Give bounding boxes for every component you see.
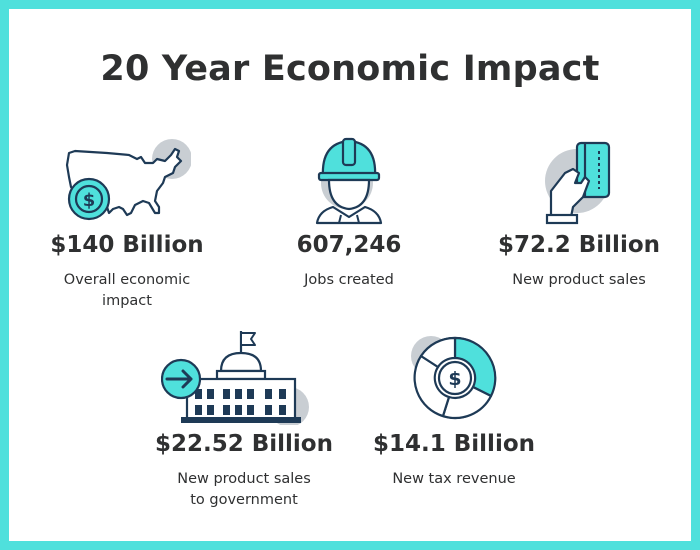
- stat-label: Overall economic impact: [39, 270, 215, 312]
- stat-new-tax-revenue: $ $14.1 Billion New tax revenue: [369, 334, 539, 504]
- stat-government-sales: $22.52 Billion New product sales to gove…: [149, 329, 339, 519]
- stat-label-line: New product sales: [512, 272, 646, 288]
- stat-value: $22.52 Billion: [154, 431, 333, 457]
- svg-text:$: $: [83, 190, 96, 211]
- dollar-pie-chart-icon: $: [407, 334, 499, 420]
- stat-value: $140 Billion: [50, 232, 204, 258]
- stat-label-line: impact: [102, 293, 152, 309]
- hand-credit-card-icon: [537, 137, 627, 225]
- stat-new-product-sales: $72.2 Billion New product sales: [479, 137, 679, 297]
- stat-value: $72.2 Billion: [498, 232, 660, 258]
- stat-overall-economic-impact: $ $140 Billion Overall economic impact: [39, 137, 215, 315]
- svg-text:$: $: [448, 368, 461, 390]
- page-title: 20 Year Economic Impact: [100, 49, 600, 89]
- stat-value: 607,246: [296, 232, 402, 258]
- hard-hat-worker-icon: [313, 137, 385, 225]
- stat-label: New product sales: [479, 270, 679, 291]
- stat-label-line: Jobs created: [304, 272, 394, 288]
- usa-map-dollar-icon: $: [61, 137, 191, 227]
- stat-value: $14.1 Billion: [373, 431, 535, 457]
- stat-label: New tax revenue: [369, 469, 539, 490]
- stat-label: New product sales to government: [149, 469, 339, 511]
- stat-label-line: New product sales: [177, 471, 311, 487]
- stat-label-line: Overall economic: [63, 272, 191, 288]
- government-building-icon: [161, 329, 311, 425]
- stat-jobs-created: 607,246 Jobs created: [259, 137, 439, 297]
- stat-label-line: New tax revenue: [392, 471, 516, 487]
- stat-label-line: to government: [190, 492, 298, 508]
- stat-label: Jobs created: [259, 270, 439, 291]
